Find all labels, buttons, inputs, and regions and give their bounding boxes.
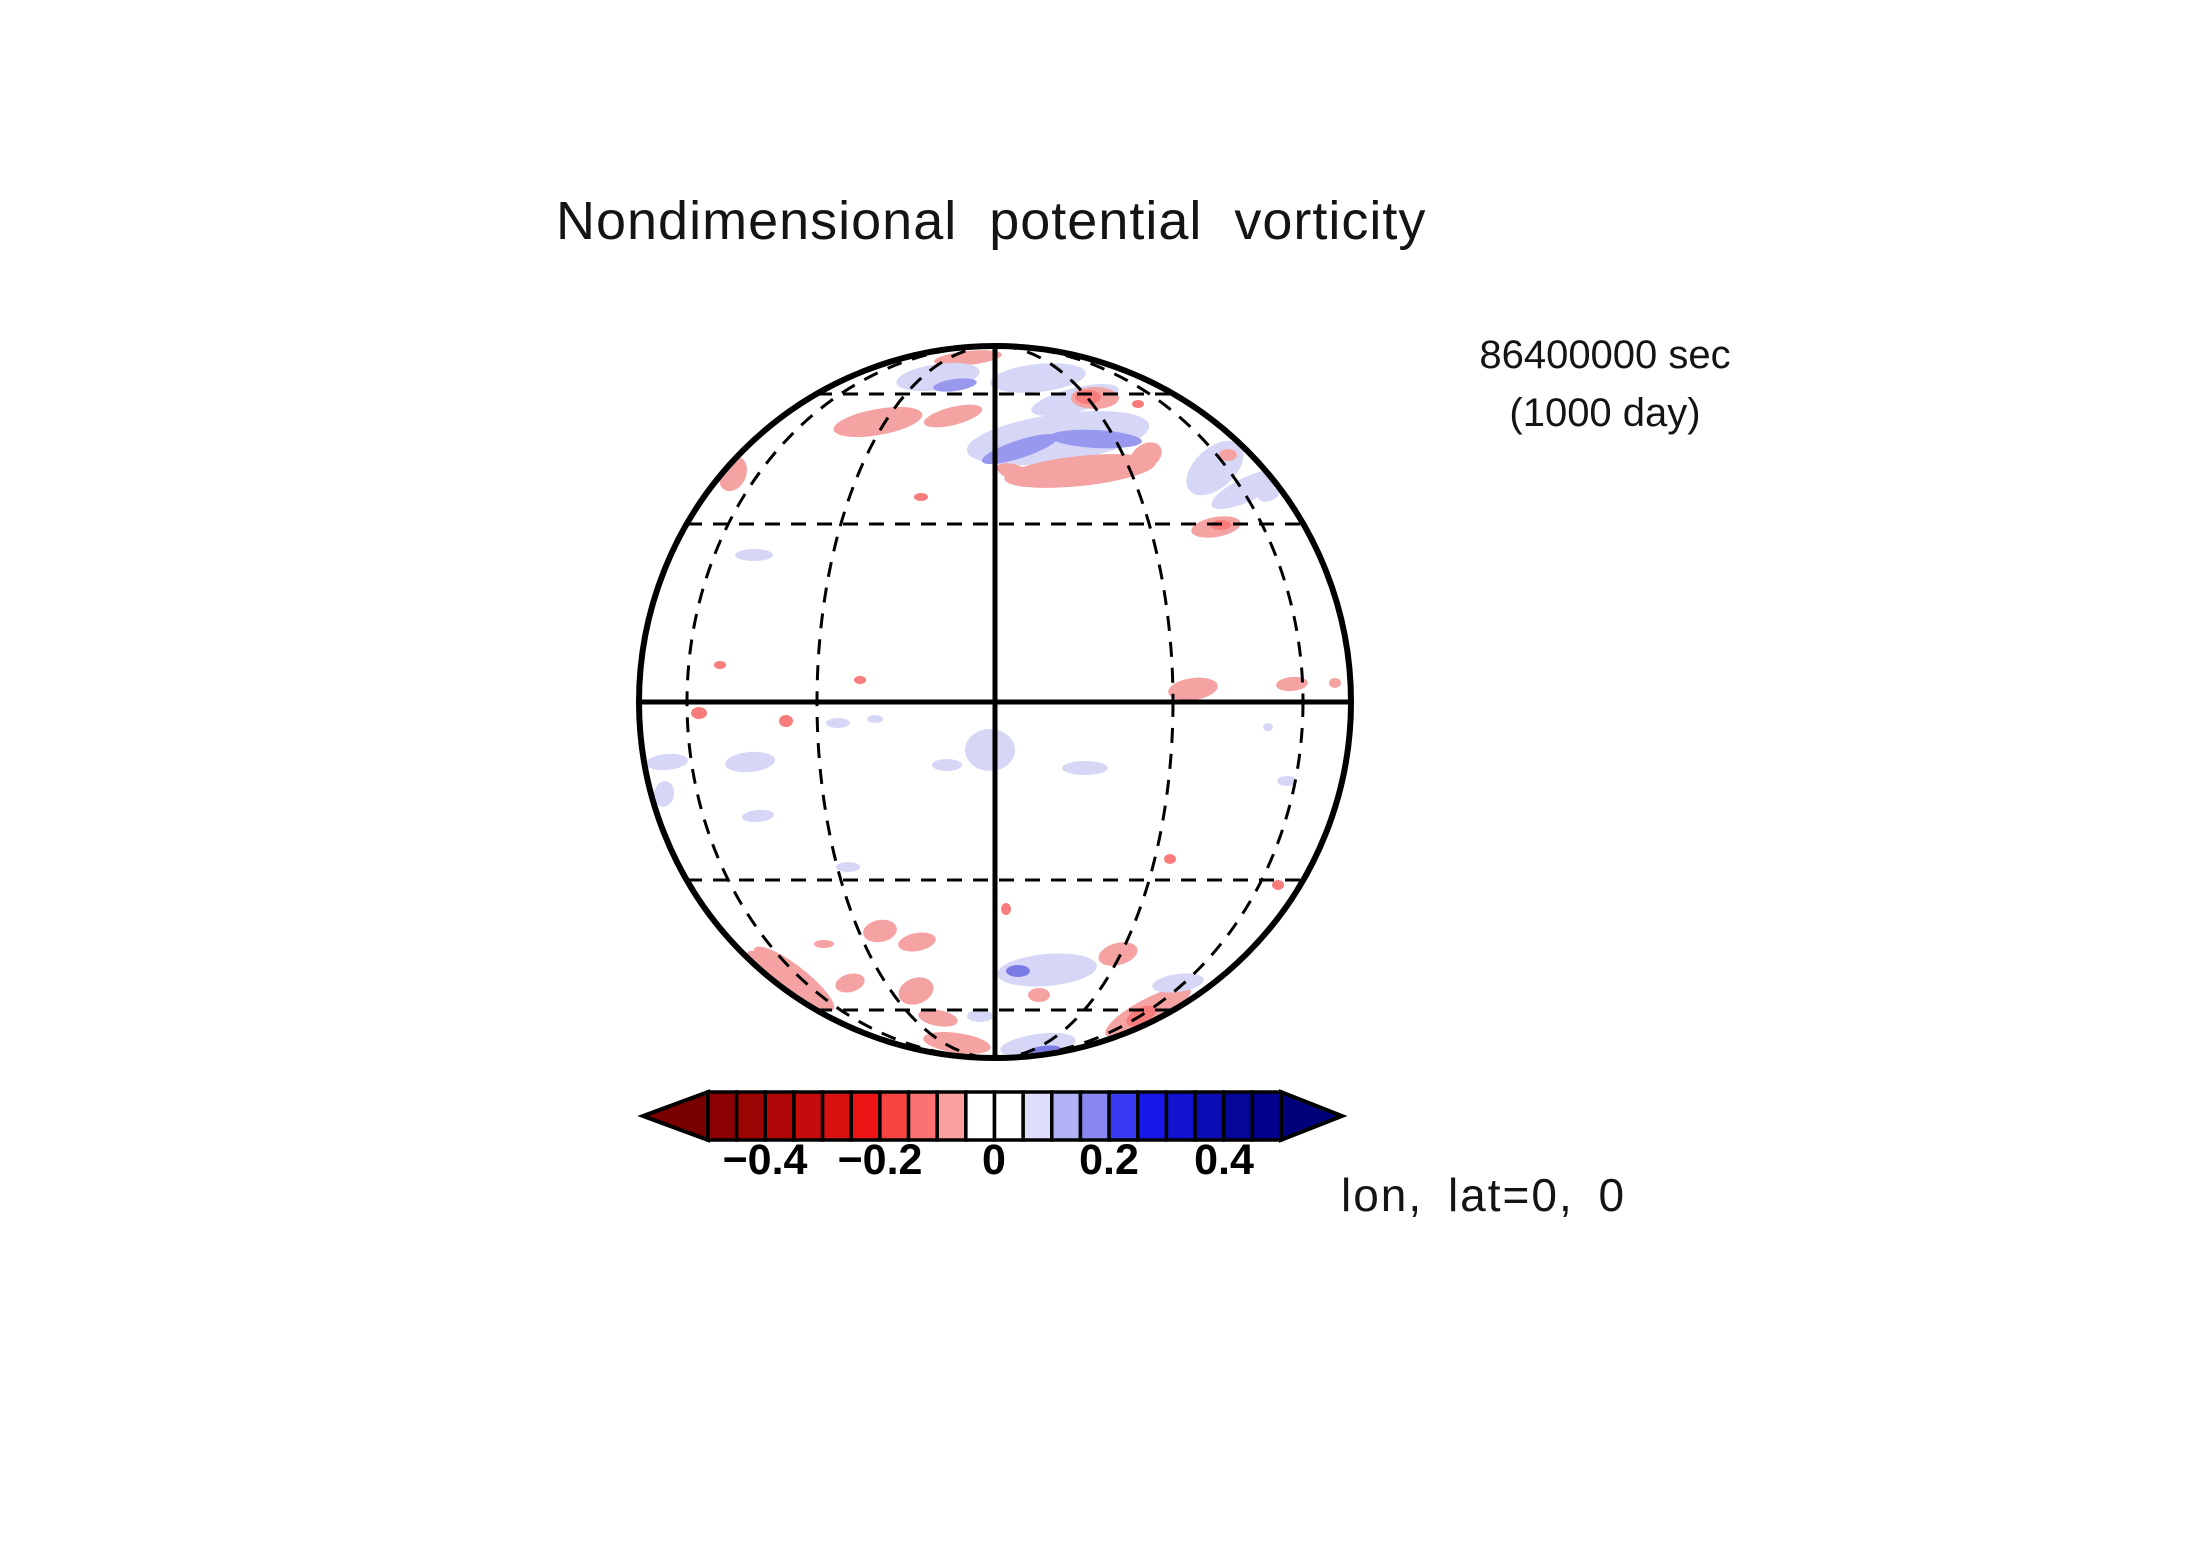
anomaly-blob <box>996 463 1036 483</box>
colorbar-tick: 0.2 <box>1079 1136 1139 1184</box>
globe-limb <box>636 343 1354 1061</box>
anomaly-blob <box>923 404 983 428</box>
anomaly-blob <box>967 1010 993 1022</box>
colorbar-left-arrow <box>637 1089 710 1143</box>
anomaly-blob <box>1075 390 1101 404</box>
anomaly-blob <box>742 809 774 823</box>
anomaly-blob <box>735 549 773 561</box>
colorbar-cell <box>964 1090 997 1142</box>
colorbar-cell <box>820 1090 853 1142</box>
anomaly-blob <box>646 753 688 771</box>
colorbar-cell <box>1107 1090 1140 1142</box>
colorbar-cell <box>734 1090 768 1142</box>
anomaly-blob <box>826 718 850 728</box>
anomaly-blob <box>898 932 936 952</box>
anomaly-blob <box>1272 880 1284 890</box>
anomaly-blob <box>898 977 934 1005</box>
time-annotation: 86400000 sec (1000 day) <box>1430 326 1780 442</box>
time-days: (1000 day) <box>1509 391 1701 435</box>
colorbar <box>637 1089 1348 1143</box>
anomaly-blob <box>934 350 1002 366</box>
anomaly-blob <box>1152 973 1204 993</box>
anomaly-blob <box>779 715 793 727</box>
anomaly-blob <box>923 1032 991 1054</box>
colorbar-cell <box>878 1090 911 1142</box>
colorbar-cell <box>706 1090 739 1142</box>
colorbar-cell <box>1021 1090 1054 1142</box>
anomaly-blob <box>835 973 865 993</box>
colorbar-cell <box>792 1090 825 1142</box>
colorbar-cell <box>992 1090 1025 1142</box>
anomaly-blob <box>1211 468 1285 510</box>
anomaly-blob <box>1277 776 1297 786</box>
anomaly-blob <box>714 661 726 669</box>
colorbar-cell <box>935 1090 968 1142</box>
colorbar-cell <box>1078 1090 1111 1142</box>
colorbar-tick: −0.2 <box>838 1136 923 1184</box>
colorbar-tick: 0 <box>982 1136 1006 1184</box>
anomaly-blob <box>1132 400 1144 408</box>
colorbar-cell <box>1164 1090 1197 1142</box>
anomaly-blob <box>1004 454 1156 488</box>
anomaly-blob <box>1098 942 1138 966</box>
anomaly-blob <box>1062 761 1108 775</box>
anomaly-blob <box>1276 676 1308 692</box>
time-seconds: 86400000 sec <box>1479 333 1731 377</box>
anomaly-blob <box>691 707 707 719</box>
colorbar-cell <box>1250 1090 1283 1142</box>
colorbar-cell <box>1193 1090 1226 1142</box>
anomaly-blob <box>1211 376 1259 414</box>
anomaly-blob <box>1263 723 1273 731</box>
anomaly-blob <box>914 493 928 501</box>
colorbar-cell <box>1136 1090 1169 1142</box>
anomaly-blob <box>965 729 1015 771</box>
anomaly-blob <box>814 940 834 948</box>
page-title: Nondimensional potential vorticity <box>556 191 1427 251</box>
colorbar-right-arrow <box>1279 1089 1348 1143</box>
colorbar-cell <box>906 1090 939 1142</box>
anomaly-blob <box>867 715 883 723</box>
anomaly-blob <box>997 953 1097 987</box>
anomaly-blob <box>1329 678 1341 688</box>
colorbar-tick: −0.4 <box>723 1136 808 1184</box>
anomaly-blob <box>836 862 860 872</box>
anomaly-blob <box>863 919 897 943</box>
anomaly-blob <box>1164 854 1176 864</box>
anomaly-blob <box>746 950 774 974</box>
anomaly-blob <box>933 378 977 392</box>
colorbar-tick-labels: −0.4 −0.2 0 0.2 0.4 <box>723 1136 1254 1184</box>
colorbar-tick: 0.4 <box>1194 1136 1254 1184</box>
colorbar-cell <box>1050 1090 1083 1142</box>
anomaly-regions <box>646 350 1341 1055</box>
anomaly-blob <box>1219 449 1237 461</box>
anomaly-blob <box>833 407 923 437</box>
anomaly-blob <box>725 751 775 773</box>
colorbar-cell <box>763 1090 796 1142</box>
anomaly-blob <box>932 759 962 771</box>
colorbar-cell <box>849 1090 882 1142</box>
colorbar-cell <box>1221 1090 1255 1142</box>
anomaly-blob <box>753 946 835 1012</box>
anomaly-blob <box>1130 442 1162 470</box>
anomaly-blob <box>1168 677 1218 701</box>
anomaly-blob <box>854 676 866 684</box>
anomaly-blob <box>653 781 675 807</box>
anomaly-blob <box>1006 965 1030 977</box>
anomaly-blob <box>981 433 1059 465</box>
anomaly-blob <box>1258 488 1280 502</box>
projection-label: lon, lat=0, 0 <box>1341 1169 1627 1221</box>
anomaly-blob <box>918 1009 958 1027</box>
anomaly-blob <box>1001 903 1011 915</box>
anomaly-blob <box>1028 988 1050 1002</box>
colorbar-cells <box>706 1090 1283 1142</box>
